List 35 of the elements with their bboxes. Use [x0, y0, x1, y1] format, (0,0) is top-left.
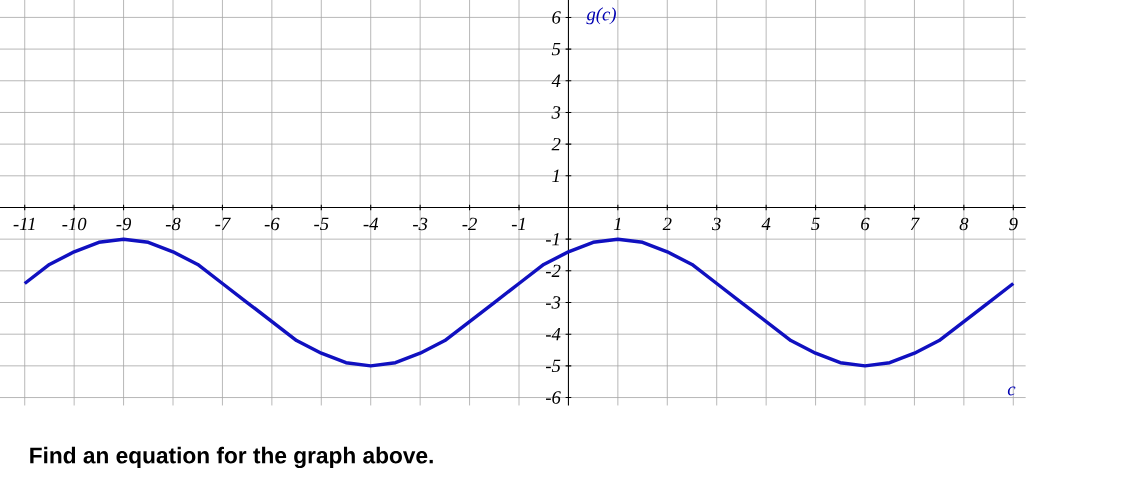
y-tick-label: 1	[552, 169, 559, 183]
y-tick-label: 5	[551, 42, 561, 56]
x-tick-label: -6	[264, 217, 280, 231]
y-tick-label: -5	[546, 359, 561, 373]
x-axis-title: c	[1007, 386, 1016, 396]
x-tick-label: -5	[314, 217, 329, 231]
x-tick-label: -8	[165, 217, 181, 231]
y-tick-label: -2	[546, 264, 561, 278]
x-tick-label: 8	[959, 217, 969, 231]
y-tick-label: -1	[546, 233, 559, 246]
x-tick-label: -2	[462, 217, 477, 231]
x-tick-label: 4	[761, 217, 771, 231]
x-tick-label: -3	[413, 217, 428, 231]
y-tick-label: 6	[552, 11, 561, 24]
x-tick-label: 7	[910, 217, 920, 231]
y-tick-label: 2	[551, 138, 561, 151]
x-tick-label: -11	[13, 217, 35, 231]
y-tick-label: -6	[546, 391, 561, 404]
y-tick-label: -4	[546, 328, 561, 341]
x-tick-label: 5	[811, 217, 820, 231]
y-tick-label: -3	[546, 296, 561, 309]
x-tick-label: -9	[116, 217, 132, 231]
x-tick-label: -10	[62, 217, 87, 231]
y-axis-title: g(c)	[586, 7, 616, 25]
text: Find an equation for the graph above.	[30, 446, 433, 469]
x-tick-label: -4	[363, 217, 379, 231]
x-tick-label: 9	[1009, 217, 1018, 231]
x-tick-label: -1	[511, 217, 525, 231]
x-tick-label: 1	[613, 217, 621, 231]
x-tick-label: 2	[662, 217, 672, 231]
x-tick-label: -7	[215, 217, 231, 231]
x-tick-label: 3	[712, 217, 721, 231]
y-tick-label: 3	[551, 106, 561, 119]
y-tick-label: 4	[551, 74, 561, 88]
x-tick-label: 6	[861, 217, 870, 231]
